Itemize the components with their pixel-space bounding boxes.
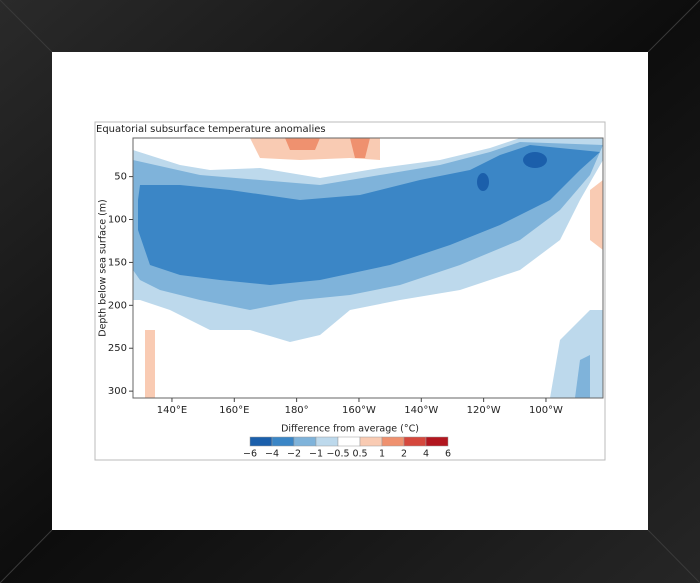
frame-miter — [647, 0, 700, 53]
colorbar-label: 2 — [401, 449, 407, 460]
contour-region — [523, 152, 547, 168]
x-tick-label: 120°W — [467, 405, 501, 416]
frame-miter — [0, 529, 53, 584]
contour-region — [285, 138, 320, 150]
colorbar-swatch — [381, 436, 405, 447]
plot-frame — [132, 137, 604, 399]
colorbar-label: −2 — [287, 449, 301, 460]
contour-region — [350, 138, 370, 158]
contour-region — [575, 355, 590, 398]
colorbar-label: −4 — [265, 449, 279, 460]
colorbar-swatch — [403, 436, 427, 447]
colorbar-swatch — [293, 436, 317, 447]
x-tick-label: 180° — [285, 405, 309, 416]
y-tick-label: 300 — [108, 386, 127, 397]
colorbar-swatch — [315, 436, 339, 447]
x-tick-label: 160°W — [342, 405, 376, 416]
y-tick-label: 100 — [108, 215, 127, 226]
frame-miter — [647, 529, 700, 584]
x-tick-label: 140°W — [404, 405, 438, 416]
y-tick-label: 150 — [108, 257, 127, 268]
colorbar-label: 6 — [445, 449, 451, 460]
contour-region — [145, 330, 155, 398]
y-tick-label: 250 — [108, 343, 127, 354]
colorbar-label: −0.5 — [326, 449, 349, 460]
colorbar-swatch — [271, 436, 295, 447]
colorbar-swatch — [425, 436, 449, 447]
contour-region — [477, 173, 489, 191]
x-tick-label: 100°W — [529, 405, 563, 416]
colorbar-label: 1 — [379, 449, 385, 460]
contour-region — [590, 180, 603, 250]
colorbar-swatch — [249, 436, 273, 447]
frame-miter — [0, 0, 53, 53]
colorbar-swatch — [337, 436, 361, 447]
colorbar-label: 4 — [423, 449, 429, 460]
colorbar-label: −6 — [243, 449, 257, 460]
colorbar-label: 0.5 — [352, 449, 367, 460]
chart-title: Equatorial subsurface temperature anomal… — [96, 124, 326, 135]
colorbar-label: −1 — [309, 449, 323, 460]
y-tick-label: 50 — [114, 172, 127, 183]
x-tick-label: 140°E — [157, 405, 187, 416]
contour-field — [133, 138, 603, 398]
y-axis-label: Depth below sea surface (m) — [98, 199, 109, 337]
y-tick-label: 200 — [108, 300, 127, 311]
colorbar-swatch — [359, 436, 383, 447]
colorbar-label: Difference from average (°C) — [281, 424, 419, 435]
x-tick-label: 160°E — [219, 405, 249, 416]
